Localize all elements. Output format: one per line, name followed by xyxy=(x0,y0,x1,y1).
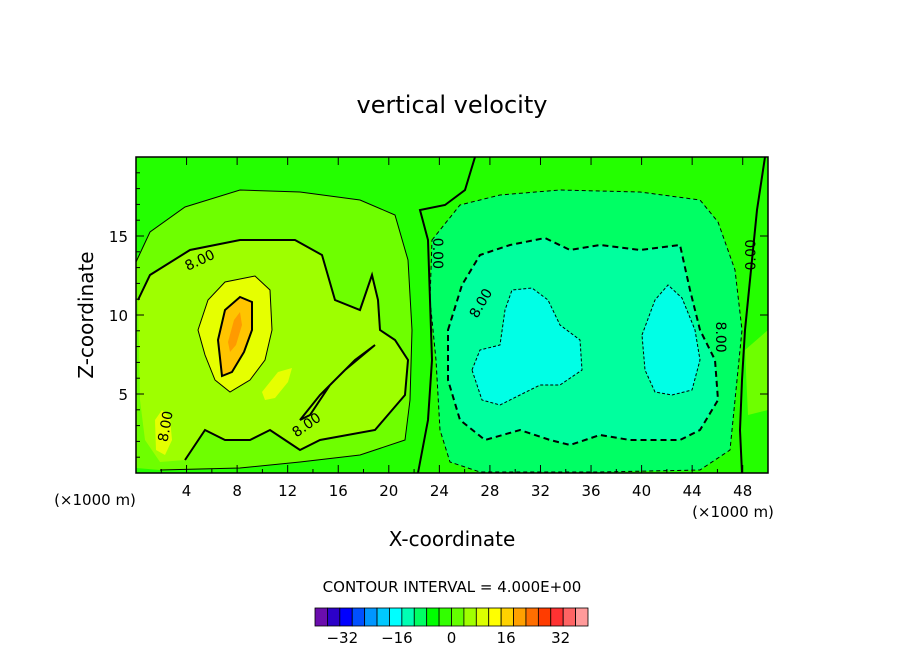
x-tick-label: 48 xyxy=(733,482,752,500)
x-tick-label: 40 xyxy=(632,482,651,500)
x-tick-label: 20 xyxy=(379,482,398,500)
contour-interval-text: CONTOUR INTERVAL = 4.000E+00 xyxy=(323,578,582,596)
colorbar-swatch xyxy=(525,607,539,627)
contour-line-negative-8 xyxy=(447,236,720,447)
colorbar-swatch xyxy=(351,607,366,627)
x-axis: 4 8 12 16 20 24 28 32 36 40 44 48 xyxy=(160,157,752,500)
colorbar-swatch xyxy=(488,607,502,627)
contour-line-positive-16 xyxy=(216,295,253,378)
colorbar-swatch xyxy=(413,607,428,627)
colorbar-swatch xyxy=(562,607,576,627)
x-tick-label: 24 xyxy=(430,482,449,500)
band-positive-20 xyxy=(228,312,242,352)
colorbar-swatch xyxy=(550,607,564,627)
y-tick-label: 5 xyxy=(118,386,128,404)
y-tick-label: 15 xyxy=(109,228,128,246)
colorbar-swatch xyxy=(401,607,415,627)
y-axis: 5 10 15 xyxy=(109,172,768,458)
x-tick-label: 12 xyxy=(278,482,297,500)
contour-line-positive-8-inner xyxy=(299,344,376,421)
contour-line-zero-right xyxy=(738,156,766,474)
contour-line-positive-4 xyxy=(135,189,413,471)
colorbar-swatch xyxy=(376,607,390,627)
colorbar-tick-label: 32 xyxy=(551,629,570,647)
colorbar-swatch xyxy=(451,607,465,627)
contour-line-negative-12a xyxy=(471,287,583,406)
band-positive-8 xyxy=(138,240,408,462)
contour-lines xyxy=(135,156,766,474)
x-tick-label: 16 xyxy=(329,482,348,500)
colorbar-tick-label: 16 xyxy=(497,629,516,647)
colorbar-swatch xyxy=(339,607,353,627)
contour-label: 8.00 xyxy=(712,322,728,353)
band-negative-12b xyxy=(642,285,700,395)
colorbar-swatch xyxy=(500,607,514,627)
colorbar-swatch xyxy=(513,607,527,627)
x-tick-label: 32 xyxy=(531,482,550,500)
colorbar-swatch xyxy=(575,607,589,627)
colorbar-swatch xyxy=(463,607,477,627)
contour-line-negative-4 xyxy=(429,189,743,473)
band-positive-12b xyxy=(155,410,172,455)
chart-title: vertical velocity xyxy=(357,91,548,119)
x-unit-left: (×1000 m) xyxy=(54,491,136,509)
colorbar-swatch xyxy=(426,607,440,627)
contour-line-positive-8 xyxy=(137,239,410,461)
x-tick-label: 36 xyxy=(581,482,600,500)
colorbar-swatch xyxy=(364,607,378,627)
colorbar-tick-label: −32 xyxy=(326,629,358,647)
colorbar-swatch xyxy=(389,607,403,627)
x-axis-label: X-coordinate xyxy=(389,527,516,551)
x-tick-label: 44 xyxy=(683,482,702,500)
colorbar-swatch xyxy=(475,607,490,627)
colorbar-tick-label: −16 xyxy=(381,629,413,647)
contour-line-positive-12 xyxy=(197,275,273,393)
contour-line-negative-12b xyxy=(641,284,701,396)
colorbar-swatch xyxy=(537,607,552,627)
x-tick-label: 4 xyxy=(182,482,192,500)
band-negative-12 xyxy=(472,288,582,405)
contour-label: 0.00 xyxy=(429,238,445,269)
contour-line-zero-left xyxy=(417,156,476,474)
colorbar-swatch xyxy=(438,607,452,627)
colorbar-swatch xyxy=(327,607,341,627)
contour-label: 0.00 xyxy=(743,239,759,270)
colorbar: −32 −16 0 16 32 xyxy=(314,607,589,647)
x-tick-label: 8 xyxy=(232,482,242,500)
colorbar-tick-label: 0 xyxy=(447,629,457,647)
y-axis-label: Z-coordinate xyxy=(74,251,98,378)
x-unit-right: (×1000 m) xyxy=(692,503,774,521)
colorbar-swatch xyxy=(314,607,328,627)
band-positive-12c xyxy=(262,368,292,400)
contour-label: 8.00 xyxy=(156,410,177,443)
y-tick-label: 10 xyxy=(109,307,128,325)
x-tick-label: 28 xyxy=(480,482,499,500)
